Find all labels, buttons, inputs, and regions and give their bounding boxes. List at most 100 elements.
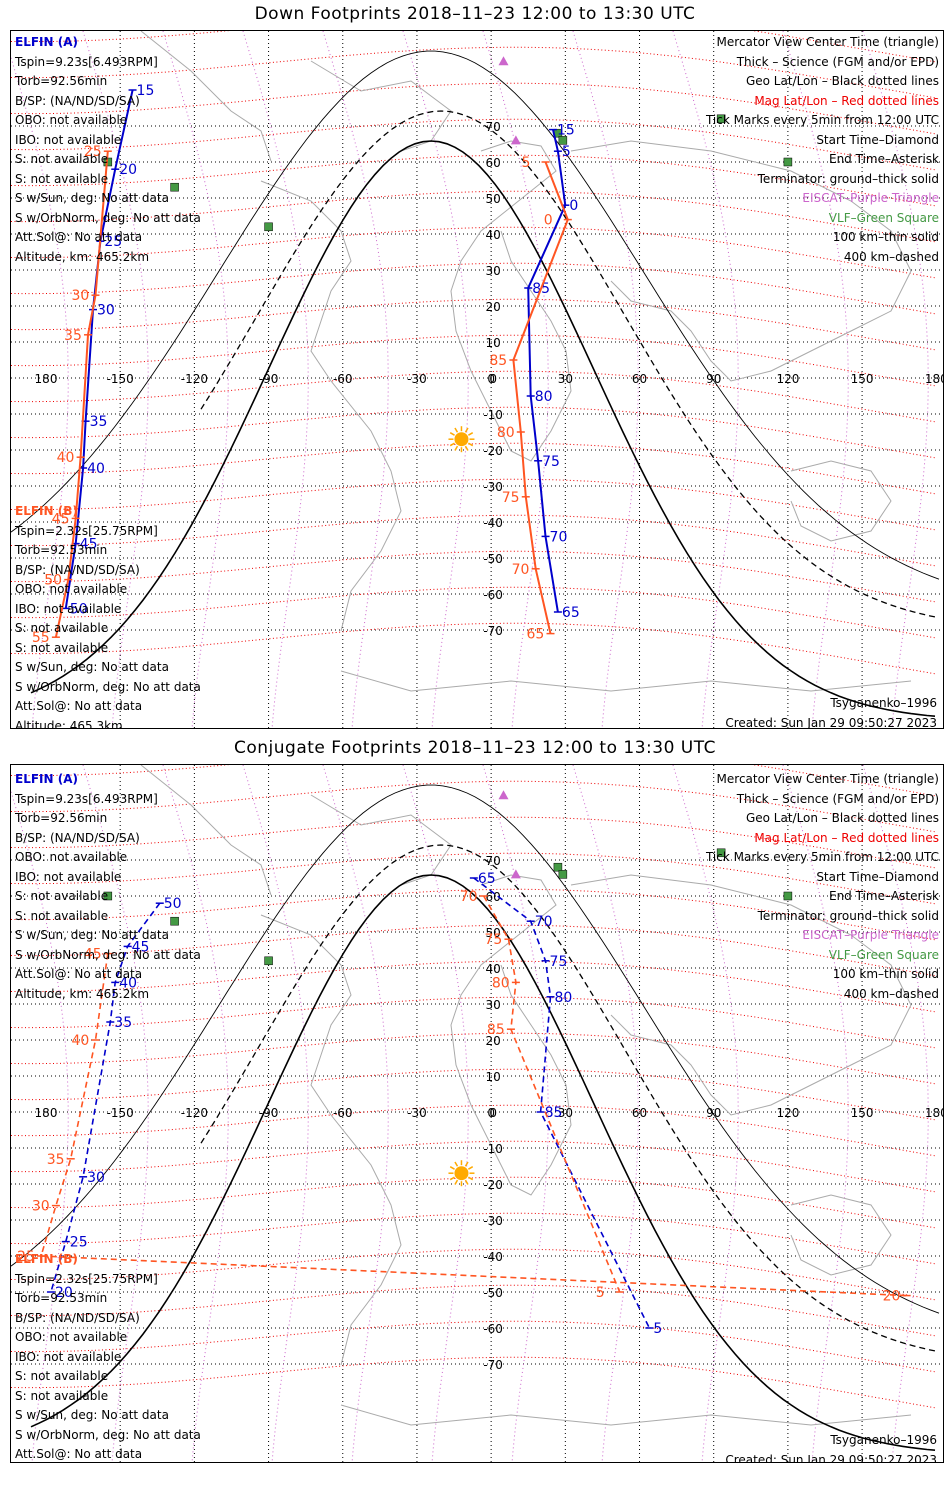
legend-item: Thick – Science (FGM and/or EPD): [736, 791, 939, 806]
coastline: [790, 1194, 892, 1276]
info-line: Torb=92.53min: [15, 543, 108, 557]
lat-label: -30: [483, 480, 503, 494]
mag-meridian: [11, 789, 69, 1462]
sun-ray: [454, 427, 459, 433]
lon-label: 150: [851, 1106, 874, 1120]
terminator-ground: [30, 140, 936, 717]
vlf-square-icon: [170, 916, 179, 926]
lat-label: 60: [485, 890, 500, 904]
legend-item: Start Time–Diamond: [816, 869, 939, 884]
mag-parallel: [11, 622, 936, 675]
mag-parallel: [11, 816, 936, 869]
coastline: [310, 60, 452, 152]
mag-meridian: [82, 31, 149, 728]
lat-label: 70: [485, 120, 500, 134]
mag-parallel: [11, 406, 936, 459]
mag-parallel: [11, 118, 936, 171]
info-line: S: not available: [15, 889, 109, 903]
panel-title: Conjugate Footprints 2018–11–23 12:00 to…: [233, 738, 717, 758]
tick-label: 65: [562, 605, 580, 621]
map-canvas: 180 -150 -120 -90 -60 -30 0 30 60 90 120 150 180 70 60…: [11, 765, 943, 1462]
legend-item: Tick Marks every 5min from 12:00 UTC: [705, 113, 939, 127]
tick-label: 45: [84, 947, 102, 963]
satellite-name: ELFIN (A): [15, 35, 78, 49]
legend-item: Geo Lat/Lon – Black dotted lines: [745, 811, 939, 825]
lon-label: 120: [776, 372, 799, 386]
info-line: S w/Sun, deg: No att data: [15, 660, 169, 674]
lat-label: 50: [485, 192, 500, 206]
info-line: Att.Sol@: No att data: [15, 230, 143, 244]
mag-meridian: [782, 31, 849, 728]
eiscat-triangle-icon: [510, 135, 521, 145]
lon-label: 90: [706, 1106, 721, 1120]
model-label: Tsyganenko–1996: [830, 696, 937, 710]
tick-label: 30: [32, 1199, 50, 1215]
tick-label: 5: [653, 1321, 662, 1337]
legend-item: Mag Lat/Lon – Red dotted lines: [754, 830, 939, 845]
mag-parallel: [11, 960, 936, 1013]
mag-parallel: [11, 298, 936, 351]
mag-meridian: [322, 31, 389, 728]
tick-label: 50: [70, 601, 88, 617]
tick-label: 70: [550, 529, 568, 545]
lon-label: 180: [925, 372, 943, 386]
lon-label: -150: [107, 372, 134, 386]
lon-label: 60: [632, 372, 647, 386]
mag-parallel: [11, 82, 936, 135]
info-line: Att.Sol@: No att data: [15, 1447, 143, 1461]
tick-label: 25: [70, 1235, 88, 1251]
tick-label: 75: [542, 454, 560, 470]
coastline: [260, 180, 402, 632]
coastline: [790, 460, 892, 542]
tick-label: 5: [562, 144, 571, 160]
tick-label: 80: [554, 990, 572, 1006]
mag-meridian: [672, 31, 739, 728]
lat-label: -20: [483, 1178, 503, 1192]
info-line: S w/OrbNorm, deg: No att data: [15, 1427, 201, 1442]
lat-label: -50: [483, 552, 503, 566]
info-line: OBO: not available: [15, 850, 128, 864]
lon-label: -60: [333, 1106, 353, 1120]
info-line: B/SP: (NA/ND/SD/SA): [15, 93, 140, 108]
mag-parallel: [11, 46, 936, 99]
mag-meridian: [242, 31, 309, 728]
legend: Mercator View Center Time (triangle) Thic…: [706, 770, 939, 1004]
legend-item: VLF–Green Square: [828, 210, 939, 225]
sun-ray: [464, 445, 469, 451]
tick-label: 40: [119, 975, 137, 991]
tick-label: 35: [64, 328, 82, 344]
info-line: Torb=92.56min: [15, 74, 108, 88]
eiscat-triangle-icon: [498, 56, 509, 66]
mag-meridian: [482, 765, 549, 1462]
legend-item: Terminator: ground–thick solid: [757, 908, 939, 923]
legend-item: Mag Lat/Lon – Red dotted lines: [754, 93, 939, 108]
lon-label: -30: [407, 1106, 427, 1120]
tick-label: 35: [114, 1015, 132, 1031]
sun-icon: [454, 1166, 469, 1181]
sun-ray: [468, 432, 474, 436]
lat-label: -50: [483, 1286, 503, 1300]
tick-label: 45: [80, 537, 98, 553]
info-line: IBO: not available: [15, 1349, 122, 1364]
lon-label: -120: [181, 372, 208, 386]
info-line: S: not available: [15, 1369, 109, 1383]
legend-item: Mercator View Center Time (triangle): [716, 35, 939, 49]
satellite-name: ELFIN (B): [15, 1252, 78, 1266]
tick-label: 0: [544, 213, 553, 229]
lon-label: 180: [925, 1106, 943, 1120]
info-line: S: not available: [15, 621, 109, 635]
coastline: [140, 31, 272, 162]
sun-ray: [464, 427, 469, 433]
info-line: S w/Sun, deg: No att data: [15, 1408, 169, 1422]
tick-label: 75: [502, 490, 520, 506]
lon-label: 0: [487, 372, 495, 386]
tick-label: 85: [545, 1105, 563, 1121]
info-line: IBO: not available: [15, 601, 122, 616]
tick-label: 35: [47, 1152, 65, 1168]
mag-parallel: [11, 190, 936, 243]
tick-label: 40: [71, 1033, 89, 1049]
mag-parallel: [11, 1356, 936, 1409]
satellite-name: ELFIN (A): [15, 772, 78, 786]
info-line: Altitude, km: 465.2km: [15, 249, 150, 264]
info-line: Tspin=9.23s[6.493RPM]: [15, 791, 158, 806]
